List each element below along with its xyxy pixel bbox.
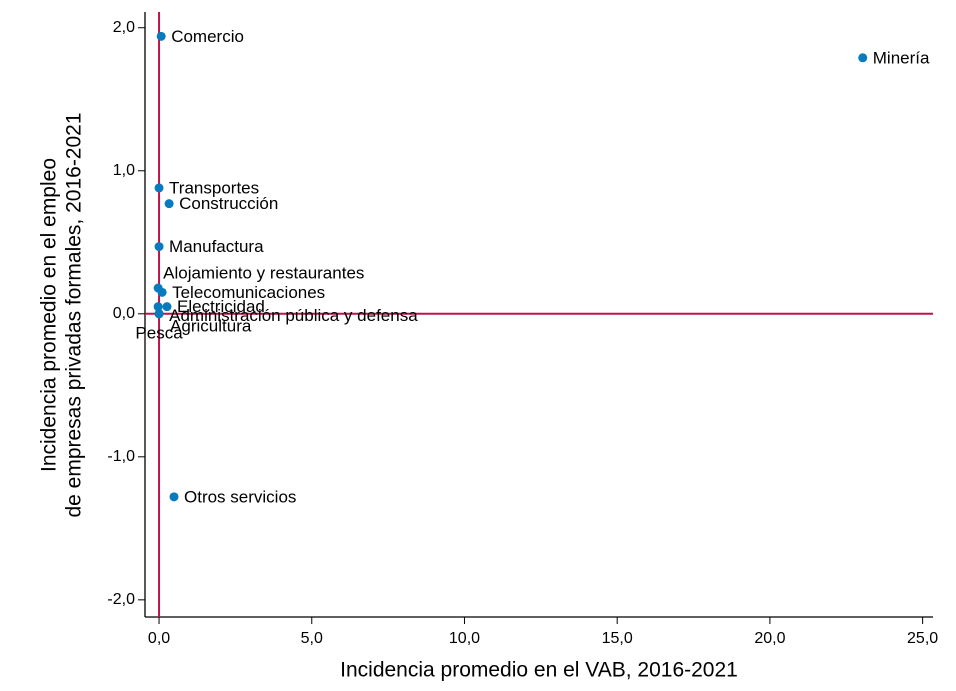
x-tick-label: 10,0 [449,630,480,647]
point-label: Transportes [169,178,259,197]
point-label: Pesca [135,323,183,342]
y-tick-label: 1,0 [113,162,135,179]
point [162,302,172,312]
y-axis-label: de empresas privadas formales, 2016-2021 [63,112,86,517]
point-label: Manufactura [169,237,264,256]
x-tick-label: 25,0 [907,630,938,647]
point-label: Minería [873,48,930,67]
point [153,302,163,312]
point-label: Agricultura [170,316,252,335]
y-tick-label: 2,0 [113,19,135,36]
point-label: Comercio [171,27,244,46]
point-label: Electricidad [177,297,265,316]
point [858,53,868,63]
point-label: Alojamiento y restaurantes [163,264,364,283]
point-label: Construcción [179,194,278,213]
x-axis-label: Incidencia promedio en el VAB, 2016-2021 [340,659,738,682]
y-tick-label: -2,0 [107,591,135,608]
x-tick-label: 0,0 [148,630,170,647]
y-axis-label: Incidencia promedio en el empleo [38,158,61,472]
point-label: Otros servicios [184,487,296,506]
point [164,199,174,209]
y-tick-label: -1,0 [107,448,135,465]
point [156,31,166,41]
y-tick-label: 0,0 [113,305,135,322]
x-tick-label: 15,0 [602,630,633,647]
point [157,287,167,297]
point [154,183,164,193]
point-label: Telecomunicaciones [172,283,325,302]
point [154,242,164,252]
point-label: Administración pública y defensa [169,306,418,325]
point [154,309,164,319]
point [169,492,179,502]
x-tick-label: 5,0 [301,630,323,647]
x-tick-label: 20,0 [754,630,785,647]
